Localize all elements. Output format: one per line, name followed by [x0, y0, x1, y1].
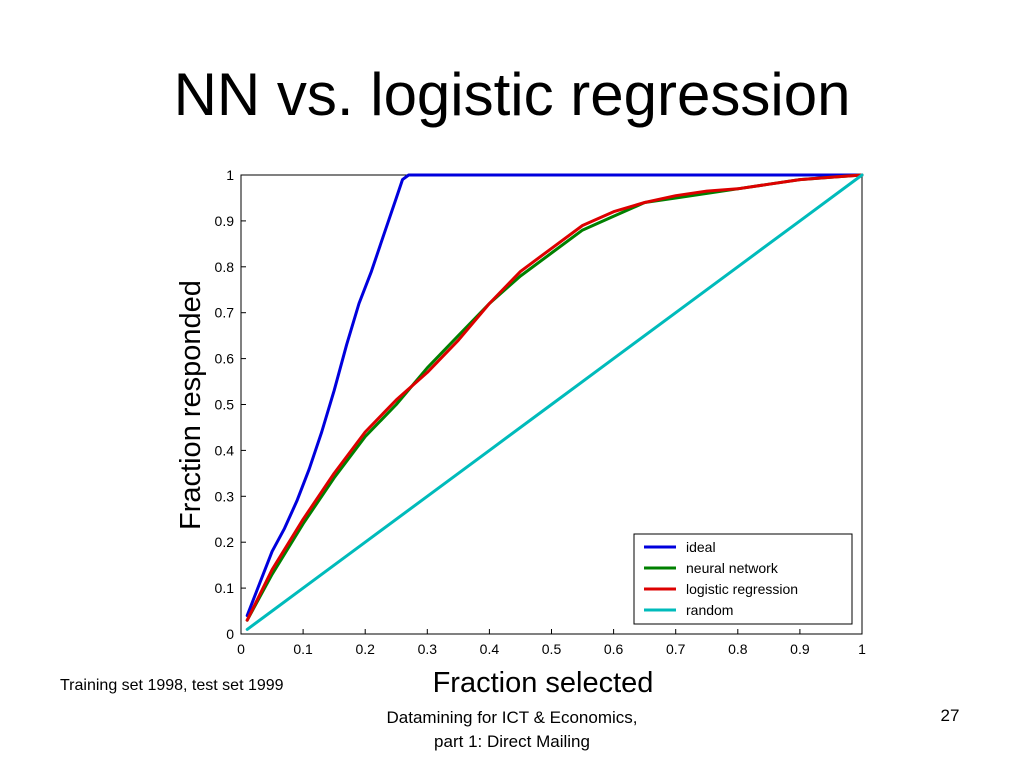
- y-tick-label: 1: [226, 167, 234, 183]
- y-tick-label: 0.5: [215, 397, 235, 413]
- y-tick-label: 0.6: [215, 351, 235, 367]
- series-line-logistic-regression: [245, 173, 864, 622]
- y-tick-label: 0.2: [215, 534, 235, 550]
- x-tick-label: 0.6: [604, 641, 624, 657]
- y-tick-label: 0: [226, 626, 234, 642]
- y-tick-label: 0.8: [215, 259, 235, 275]
- slide-caption: Training set 1998, test set 1999: [60, 677, 284, 694]
- x-tick-label: 0.4: [480, 641, 500, 657]
- x-tick-label: 1: [858, 641, 866, 657]
- x-tick-label: 0.7: [666, 641, 686, 657]
- y-axis-label: Fraction responded: [175, 280, 207, 530]
- x-tick-label: 0.1: [293, 641, 313, 657]
- slide-footer: Datamining for ICT & Economics, part 1: …: [312, 706, 712, 754]
- footer-line-1: Datamining for ICT & Economics,: [386, 708, 638, 727]
- x-tick-label: 0.2: [355, 641, 375, 657]
- y-tick-label: 0.4: [215, 442, 235, 458]
- x-tick-label: 0: [237, 641, 245, 657]
- y-tick-label: 0.1: [215, 580, 235, 596]
- x-tick-label: 0.5: [542, 641, 562, 657]
- x-tick-label: 0.8: [728, 641, 748, 657]
- series-line-random: [245, 173, 864, 631]
- legend-label-neural-network: neural network: [686, 560, 779, 576]
- legend: ideal neural network logistic regression ra…: [633, 533, 853, 625]
- x-tick-label: 0.3: [418, 641, 438, 657]
- legend-label-ideal: ideal: [686, 539, 716, 555]
- x-tick-label: 0.9: [790, 641, 810, 657]
- footer-line-2: part 1: Direct Mailing: [434, 732, 590, 751]
- legend-label-logistic-regression: logistic regression: [686, 581, 798, 597]
- y-tick-label: 0.7: [215, 305, 235, 321]
- x-axis-label: Fraction selected: [433, 667, 654, 699]
- legend-label-random: random: [686, 602, 733, 618]
- series-layer: [245, 173, 864, 631]
- page-number: 27: [940, 706, 960, 725]
- y-tick-label: 0.3: [215, 488, 235, 504]
- y-tick-label: 0.9: [215, 213, 235, 229]
- slide-title: NN vs. logistic regression: [173, 61, 851, 128]
- series-line-ideal: [245, 173, 864, 618]
